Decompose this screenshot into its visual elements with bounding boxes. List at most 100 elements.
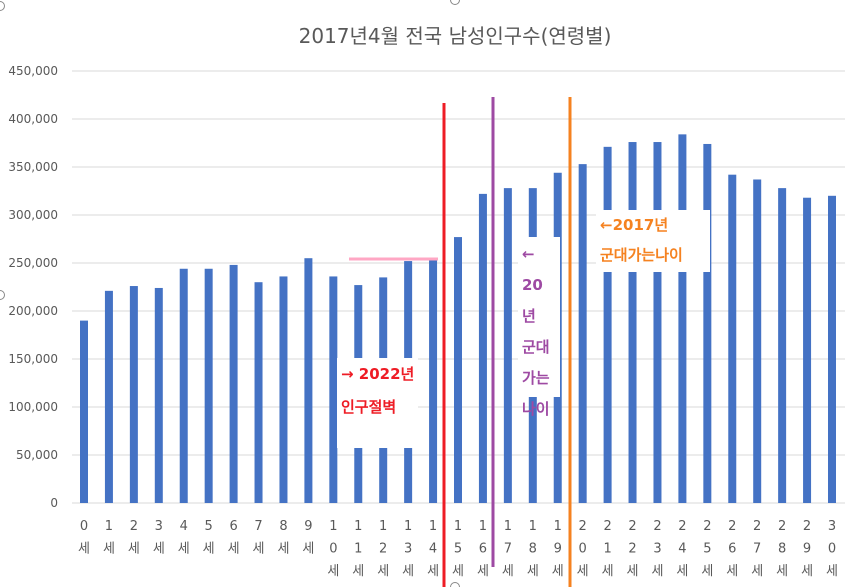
x-tick-label: 세 <box>651 564 663 579</box>
x-tick-label: 1 <box>354 519 362 534</box>
x-tick-label: 세 <box>327 564 339 579</box>
x-tick-label: 2 <box>653 519 661 534</box>
bar <box>753 179 762 504</box>
x-tick-label: 2 <box>379 542 387 557</box>
bar <box>179 268 188 503</box>
x-tick-label: 9 <box>803 542 811 557</box>
bar <box>429 260 438 503</box>
bar <box>80 320 88 503</box>
bar <box>503 188 512 503</box>
y-tick-label: 0 <box>50 496 58 510</box>
x-tick-label: 세 <box>776 564 788 579</box>
y-tick-label: 200,000 <box>8 304 58 318</box>
x-tick-label: 2 <box>803 519 811 534</box>
x-tick-label: 0 <box>579 542 587 557</box>
x-tick-label: 세 <box>153 542 165 557</box>
x-tick-label: 2 <box>753 519 761 534</box>
x-tick-label: 세 <box>477 564 489 579</box>
annotation-cliff: → 2022년 인구절벽 <box>337 358 419 448</box>
x-tick-label: 1 <box>429 519 437 534</box>
annotation-line: 군대 <box>522 338 550 356</box>
x-tick-label: 3 <box>653 542 661 557</box>
x-tick-label: 1 <box>504 519 512 534</box>
bar <box>104 290 113 503</box>
bar <box>129 286 138 503</box>
x-tick-label: 세 <box>627 564 639 579</box>
x-tick-label: 1 <box>529 519 537 534</box>
x-tick-label: 0 <box>828 542 836 557</box>
x-tick-label: 세 <box>751 564 763 579</box>
x-tick-label: 2 <box>603 519 611 534</box>
annotation-line: 나이 <box>522 400 550 418</box>
x-tick-label: 2 <box>778 519 786 534</box>
x-tick-label: 세 <box>801 564 813 579</box>
x-tick-label: 세 <box>178 542 190 557</box>
x-tick-label: 2 <box>678 519 686 534</box>
bar <box>329 276 338 503</box>
bar <box>229 264 238 503</box>
x-tick-label: 1 <box>454 519 462 534</box>
y-tick-label: 350,000 <box>8 160 58 174</box>
x-tick-label: 세 <box>302 542 314 557</box>
y-tick-label: 450,000 <box>8 64 58 78</box>
bar <box>478 193 487 503</box>
bar <box>778 188 787 503</box>
x-tick-label: 세 <box>552 564 564 579</box>
bar <box>254 282 263 503</box>
x-tick-label: 세 <box>128 542 140 557</box>
x-tick-label: 세 <box>452 564 464 579</box>
x-tick-label: 4 <box>429 542 437 557</box>
bar <box>204 268 213 503</box>
annotation-line: ←2017년 <box>600 216 669 234</box>
bar <box>279 276 288 503</box>
bar <box>803 197 812 503</box>
bar <box>628 142 637 504</box>
x-tick-label: 3 <box>404 542 412 557</box>
x-tick-label: 1 <box>479 519 487 534</box>
bar <box>828 195 836 504</box>
x-tick-label: 세 <box>203 542 215 557</box>
x-tick-label: 세 <box>103 542 115 557</box>
bar <box>578 164 587 503</box>
x-tick-label: 6 <box>479 542 487 557</box>
x-tick-label: 세 <box>402 564 414 579</box>
x-tick-label: 5 <box>703 542 711 557</box>
x-tick-label: 세 <box>427 564 439 579</box>
x-tick-label: 8 <box>279 519 287 534</box>
x-tick-label: 1 <box>329 519 337 534</box>
x-tick-label: 세 <box>502 564 514 579</box>
annotation-line: 인구절벽 <box>341 398 397 416</box>
resize-handle[interactable] <box>450 582 460 587</box>
bar <box>154 287 163 503</box>
x-tick-label: 1 <box>379 519 387 534</box>
x-tick-label: 세 <box>277 542 289 557</box>
bar <box>728 174 737 503</box>
x-tick-label: 세 <box>527 564 539 579</box>
x-tick-label: 9 <box>304 519 312 534</box>
x-tick-label: 세 <box>676 564 688 579</box>
x-tick-label: 1 <box>603 542 611 557</box>
x-tick-label: 세 <box>377 564 389 579</box>
annotation-2017: ←2017년 군대가는나이 <box>596 210 710 272</box>
annotation-20: ← 20년 군대 가는 나이 <box>518 237 560 418</box>
x-tick-label: 2 <box>579 519 587 534</box>
bar <box>678 134 687 504</box>
x-tick-label: 3 <box>155 519 163 534</box>
x-tick-label: 세 <box>826 564 838 579</box>
x-tick-label: 8 <box>778 542 786 557</box>
x-tick-label: 2 <box>130 519 138 534</box>
x-tick-label: 세 <box>228 542 240 557</box>
x-tick-label: 2 <box>728 519 736 534</box>
x-tick-label: 세 <box>253 542 265 557</box>
x-tick-label: 1 <box>404 519 412 534</box>
bar <box>653 142 662 504</box>
x-tick-label: 6 <box>229 519 237 534</box>
x-tick-label: 7 <box>753 542 761 557</box>
bar <box>304 258 313 503</box>
x-tick-label: 0 <box>80 519 88 534</box>
x-tick-label: 1 <box>105 519 113 534</box>
x-tick-label: 2 <box>703 519 711 534</box>
x-tick-label: 세 <box>726 564 738 579</box>
x-tick-label: 1 <box>554 519 562 534</box>
